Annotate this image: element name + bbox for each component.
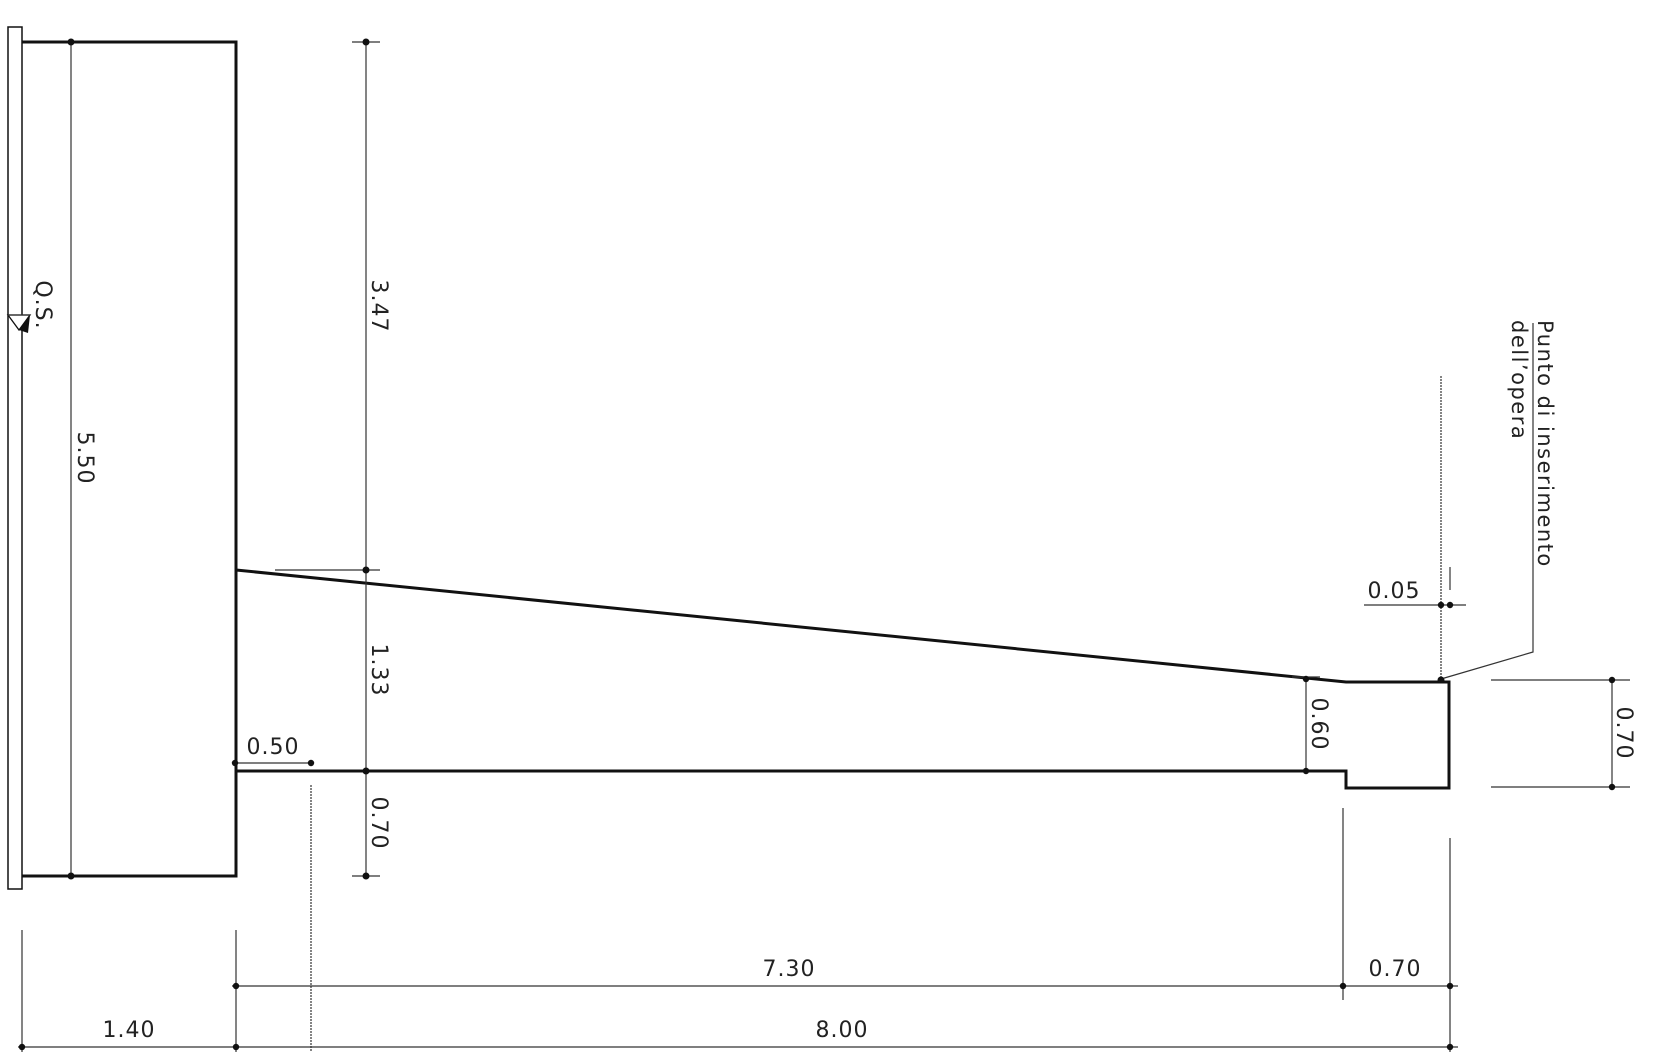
insertion-note-line1: Punto di inserimento bbox=[1533, 320, 1557, 568]
dimension-ticks bbox=[18, 38, 1616, 1051]
structure-outlines bbox=[7, 26, 1451, 890]
dim-span-total: 8.00 bbox=[816, 1018, 869, 1043]
dim-upper-wall: 3.47 bbox=[366, 280, 391, 333]
wall-strip bbox=[7, 26, 23, 890]
dimension-labels: 5.50 3.47 1.33 0.70 0.50 0.60 0.05 0.70 … bbox=[72, 280, 1636, 1043]
slab-top-surface bbox=[234, 568, 1451, 876]
dim-end-offset: 0.05 bbox=[1368, 579, 1421, 604]
water-level-label: Q.S. bbox=[30, 280, 55, 329]
dim-wall-height: 5.50 bbox=[72, 432, 97, 485]
dim-toe-step: 0.50 bbox=[247, 735, 300, 760]
upper-block bbox=[22, 40, 238, 878]
dim-tip-height: 0.70 bbox=[1611, 707, 1636, 760]
reference-lines bbox=[18, 41, 1630, 1052]
dim-slab-base: 0.70 bbox=[366, 797, 391, 850]
dim-slab-mid: 1.33 bbox=[366, 644, 391, 697]
dim-span-left: 1.40 bbox=[103, 1018, 156, 1043]
dim-span-main: 7.30 bbox=[763, 957, 816, 982]
dim-span-tip: 0.70 bbox=[1369, 957, 1422, 982]
insertion-note-line2: dell’opera bbox=[1507, 320, 1531, 440]
insertion-note: Punto di inserimento dell’opera bbox=[1507, 320, 1557, 568]
dim-end-depth: 0.60 bbox=[1306, 698, 1331, 751]
water-level-marker: Q.S. bbox=[6, 280, 55, 333]
